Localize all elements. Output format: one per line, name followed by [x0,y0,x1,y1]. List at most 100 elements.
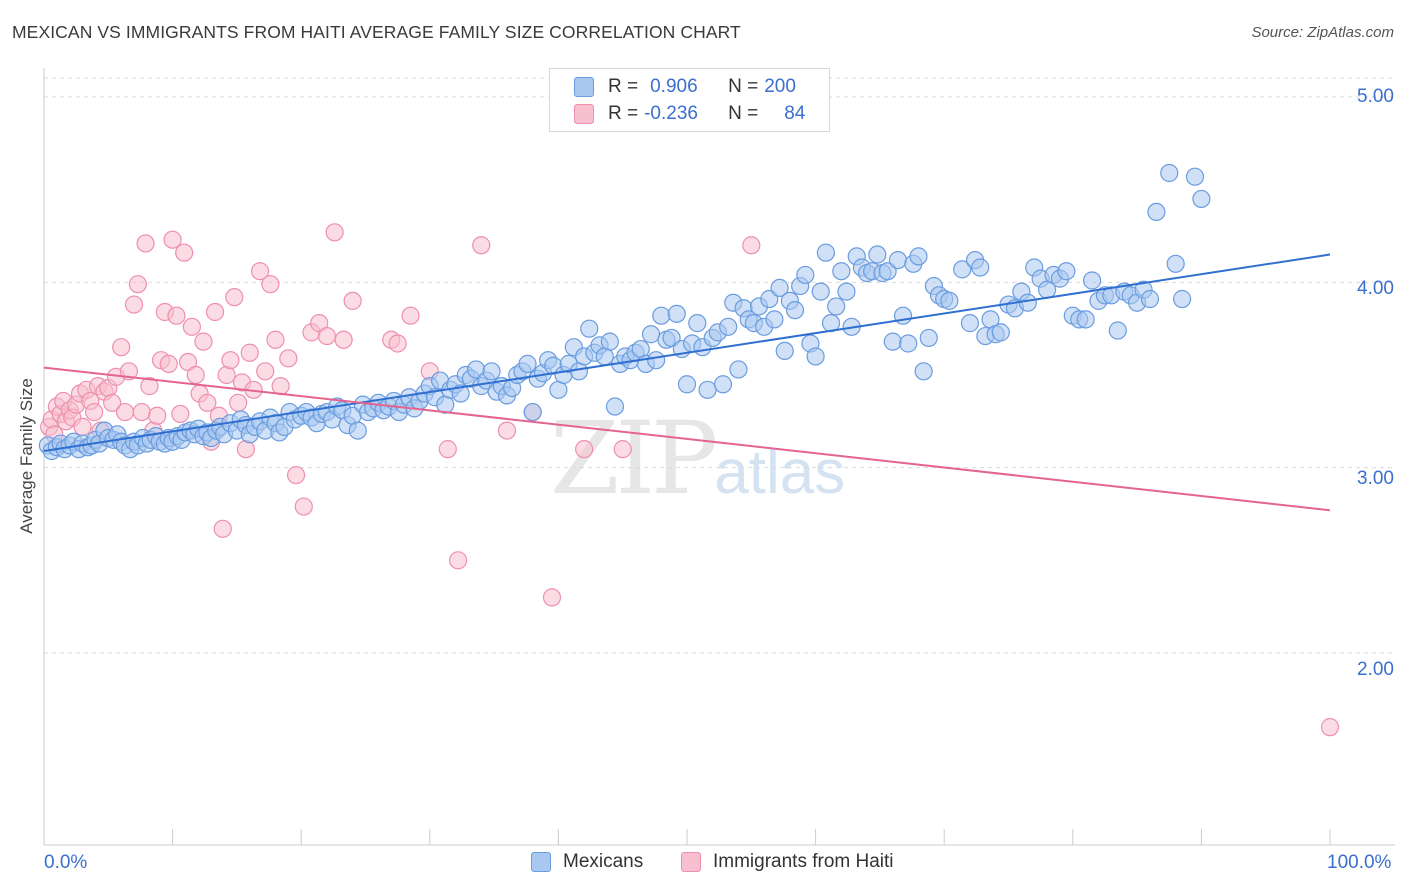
data-point-haiti [194,332,213,351]
data-point-haiti [175,243,194,262]
data-point-mexicans [919,328,938,348]
data-point-mexicans [837,282,856,301]
data-point-haiti [159,354,178,373]
data-point-mexicans [688,314,707,333]
data-point-haiti [388,334,407,353]
data-point-haiti [542,588,562,607]
data-point-mexicans [1018,293,1037,312]
data-point-haiti [401,306,420,325]
chart-title: MEXICAN VS IMMIGRANTS FROM HAITI AVERAGE… [12,22,741,42]
data-point-haiti [261,275,280,294]
data-point-mexicans [580,319,599,338]
legend-item-mexicans[interactable]: Mexicans [531,851,643,873]
stats-legend-row-haiti: R = -0.236 N = 84 [574,102,805,126]
data-point-haiti [182,317,201,336]
legend-swatch-mexicans [574,77,594,97]
data-point-mexicans [888,250,908,270]
data-point-mexicans [770,278,789,297]
data-point-mexicans [348,421,367,440]
x-tick-label-min: 0.0% [44,852,88,873]
data-point-haiti [225,288,244,307]
data-point-mexicans [713,375,733,394]
data-point-mexicans [641,325,661,344]
source-label: Source: ZipAtlas.com [1251,24,1394,41]
data-point-haiti [213,519,232,538]
data-point-haiti [438,440,457,459]
data-point-haiti [240,343,259,362]
data-point-haiti [575,440,594,459]
data-point-mexicans [971,258,990,277]
data-point-mexicans [698,380,717,399]
watermark: ZIPatlas [550,400,845,517]
data-point-mexicans [652,306,671,325]
data-point-haiti [256,362,275,381]
data-point-mexicans [806,347,825,366]
data-point-haiti [317,326,337,346]
legend-label-mexicans: Mexicans [563,851,644,872]
data-point-haiti [217,365,236,385]
data-point-mexicans [760,289,779,309]
data-point-haiti [279,349,298,368]
data-point-haiti [198,393,217,412]
data-point-haiti [286,465,306,485]
data-point-haiti [115,402,135,422]
data-point-mexicans [719,317,738,336]
data-point-haiti [271,377,290,396]
data-point-haiti [742,236,761,255]
n-label: N = [728,103,759,124]
data-point-haiti [1320,718,1340,737]
data-point-mexicans [796,265,815,285]
legend-item-haiti[interactable]: Immigrants from Haiti [681,851,894,873]
data-point-mexicans [523,402,542,422]
watermark-zip: ZIP [550,400,718,517]
data-point-haiti [103,393,122,412]
data-point-mexicans [899,334,918,353]
legend-swatch-haiti [574,104,594,124]
data-point-mexicans [1173,289,1192,309]
data-point-mexicans [1076,310,1095,329]
data-point-mexicans [1160,163,1179,183]
data-point-mexicans [909,247,928,266]
data-point-mexicans [883,332,902,351]
data-point-mexicans [647,351,666,370]
data-point-mexicans [878,262,897,281]
y-tick-label-4: 4.00 [1357,278,1394,299]
data-point-haiti [613,440,632,459]
data-point-mexicans [1166,254,1185,273]
data-point-mexicans [1147,202,1166,222]
y-tick-label-5: 5.00 [1357,86,1394,107]
data-point-haiti [229,393,248,412]
data-point-haiti [325,223,344,242]
data-point-mexicans [1082,271,1102,290]
data-point-haiti [334,330,353,349]
data-point-mexicans [785,301,805,320]
y-tick-label-3: 3.00 [1357,468,1394,489]
data-point-mexicans [1057,262,1076,281]
r-value: -0.236 [644,103,698,124]
data-point-haiti [163,230,182,249]
x-tick-label-max: 100.0% [1327,852,1392,873]
trendline-haiti [43,366,1331,512]
data-point-mexicans [960,314,980,333]
data-point-haiti [73,417,92,436]
r-label: R = [608,103,639,124]
data-point-mexicans [667,304,686,323]
stats-legend-row-mexicans: R = 0.906 N = 200 [574,75,796,99]
n-label: N = [728,76,759,97]
n-value: 84 [784,103,806,124]
data-point-haiti [266,330,285,349]
series-legend: Mexicans Immigrants from Haiti [0,851,1406,879]
data-point-mexicans [868,245,887,264]
data-point-haiti [343,291,362,310]
data-point-mexicans [600,332,619,351]
trendline-mexicans [43,253,1331,452]
data-point-mexicans [1108,321,1127,340]
data-point-haiti [186,365,205,385]
legend-swatch-haiti [681,852,701,872]
data-point-haiti [124,295,144,314]
data-point-haiti [85,402,104,422]
r-value: 0.906 [650,76,698,97]
r-label: R = [608,76,639,97]
data-point-mexicans [827,297,846,316]
